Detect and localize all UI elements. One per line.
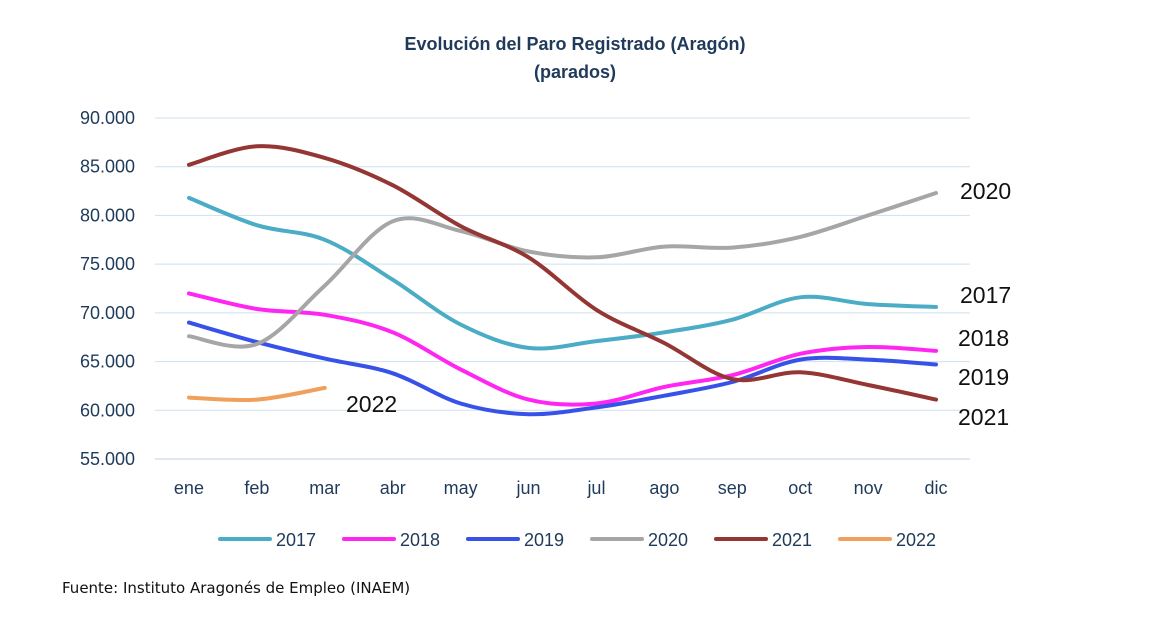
y-tick-label: 60.000	[80, 400, 135, 420]
y-tick-label: 90.000	[80, 108, 135, 128]
series-end-label: 2021	[958, 404, 1009, 430]
chart-title: Evolución del Paro Registrado (Aragón)	[404, 34, 746, 54]
source-note: Fuente: Instituto Aragonés de Empleo (IN…	[62, 579, 411, 597]
x-tick-label: nov	[854, 478, 883, 498]
chart-title-block: Evolución del Paro Registrado (Aragón) (…	[0, 30, 1150, 86]
x-tick-label: dic	[925, 478, 948, 498]
series-line-2020	[187, 191, 938, 349]
x-tick-label: abr	[380, 478, 406, 498]
legend-label: 2021	[772, 530, 812, 550]
legend-label: 2020	[648, 530, 688, 550]
legend-label: 2017	[276, 530, 316, 550]
x-tick-label: jun	[516, 478, 541, 498]
x-tick-label: jul	[586, 478, 605, 498]
y-tick-label: 70.000	[80, 303, 135, 323]
x-tick-label: may	[444, 478, 478, 498]
series-line-2019	[187, 320, 938, 417]
series-line-2018	[187, 291, 938, 407]
legend-label: 2019	[524, 530, 564, 550]
series-line-2017	[187, 195, 938, 351]
x-tick-label: oct	[788, 478, 812, 498]
x-tick-label: ene	[174, 478, 204, 498]
series-end-label: 2017	[960, 282, 1011, 308]
y-tick-label: 55.000	[80, 449, 135, 469]
x-tick-label: sep	[718, 478, 747, 498]
series-end-label: 2022	[346, 391, 397, 417]
chart-subtitle: (parados)	[533, 62, 616, 82]
series-end-label: 2018	[958, 325, 1009, 351]
y-tick-label: 85.000	[80, 157, 135, 177]
series-line-2022	[187, 385, 327, 403]
legend-label: 2022	[896, 530, 936, 550]
series-end-label: 2020	[960, 178, 1011, 204]
y-tick-label: 80.000	[80, 205, 135, 225]
x-tick-label: mar	[309, 478, 340, 498]
x-tick-label: ago	[649, 478, 679, 498]
y-tick-label: 65.000	[80, 352, 135, 372]
series-line-2021	[187, 144, 938, 402]
x-tick-label: feb	[244, 478, 269, 498]
series-end-label: 2019	[958, 364, 1009, 390]
y-tick-label: 75.000	[80, 254, 135, 274]
legend-label: 2018	[400, 530, 440, 550]
